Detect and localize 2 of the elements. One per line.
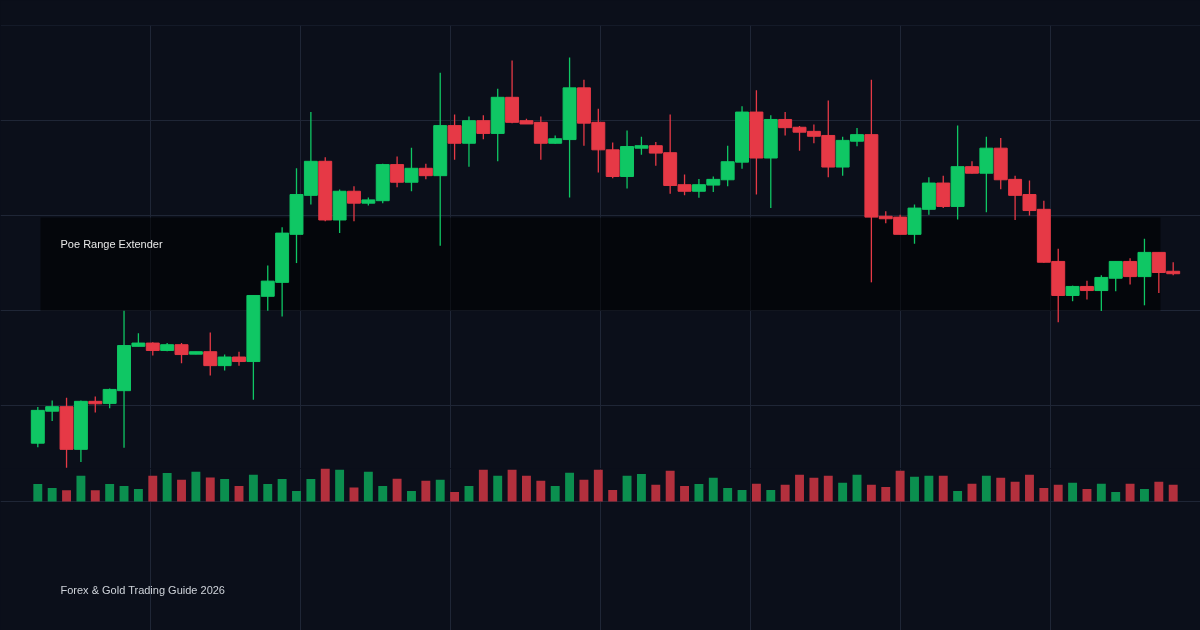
text: Forex & Gold Trading Guide 2026 xyxy=(60,583,225,596)
band-label: Poe Range Extender xyxy=(60,238,163,251)
